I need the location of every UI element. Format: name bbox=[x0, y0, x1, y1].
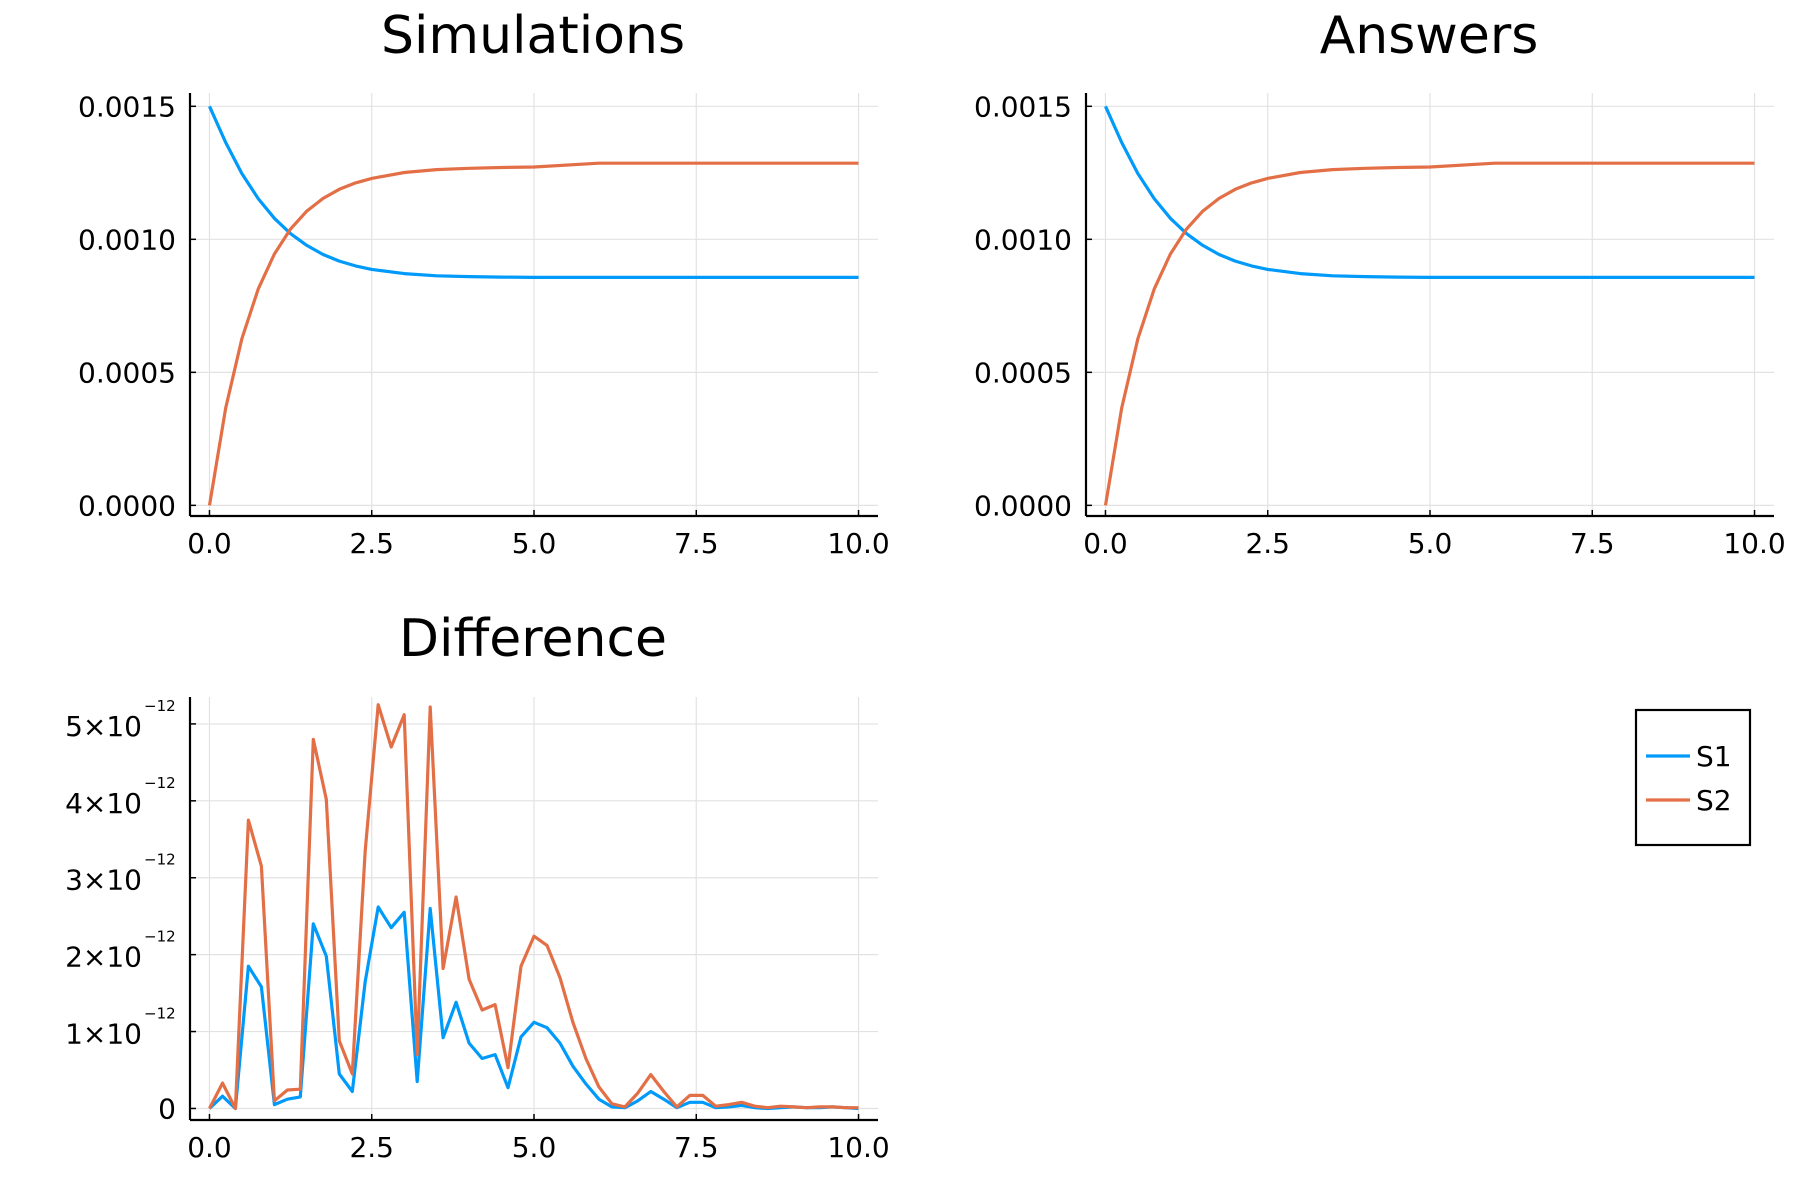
answers-y-tick-label: 0.0015 bbox=[974, 90, 1072, 123]
answers-x-tick-label: 7.5 bbox=[1570, 527, 1615, 560]
answers-series-s1-line bbox=[1104, 105, 1755, 279]
simulations-x-tick-label: 0.0 bbox=[187, 527, 232, 560]
simulations-series-s1-line bbox=[208, 105, 859, 279]
legend-label-s2: S2 bbox=[1696, 784, 1732, 817]
difference-x-tick-label: 2.5 bbox=[349, 1131, 394, 1164]
simulations-x-tick-label: 2.5 bbox=[349, 527, 394, 560]
answers-x-tick-label: 5.0 bbox=[1408, 527, 1453, 560]
simulations-grid bbox=[190, 93, 878, 516]
difference-x-tick-label: 10.0 bbox=[827, 1131, 889, 1164]
difference-y-tick-label: 0 bbox=[158, 1092, 176, 1125]
difference-y-tick-label: 2×10 bbox=[65, 941, 142, 974]
difference-y-tick-exponent: −12 bbox=[144, 1005, 176, 1023]
difference-y-tick-exponent: −12 bbox=[144, 928, 176, 946]
answers-panel: Answers 0.0 2.5 5.0 7.5 10.0 0.0000 0.0005 0.00… bbox=[974, 6, 1786, 560]
difference-y-tick-exponent: −12 bbox=[144, 774, 176, 792]
simulations-title: Simulations bbox=[381, 6, 685, 66]
simulations-y-tick-label: 0.0010 bbox=[78, 223, 176, 256]
simulations-panel: Simulations 0.0 2.5 5.0 7.5 10.0 0.0000 0.0005… bbox=[78, 6, 890, 560]
simulations-y-tick-label: 0.0015 bbox=[78, 90, 176, 123]
difference-x-tick-label: 0.0 bbox=[187, 1131, 232, 1164]
difference-series-s1-line bbox=[208, 905, 859, 1111]
difference-y-tick-label: 3×10 bbox=[65, 864, 142, 897]
simulations-series-s2-line bbox=[207, 161, 859, 506]
difference-panel: Difference 0.0 2.5 5.0 7.5 10.001×10−122×10−… bbox=[65, 609, 890, 1164]
simulations-x-tick-label: 5.0 bbox=[512, 527, 557, 560]
difference-y-tick-exponent: −12 bbox=[144, 851, 176, 869]
answers-series-s2-line bbox=[1103, 161, 1755, 506]
difference-series-s2-line bbox=[208, 703, 859, 1111]
difference-x-tick-label: 5.0 bbox=[512, 1131, 557, 1164]
difference-y-tick-exponent: −12 bbox=[144, 697, 176, 715]
difference-y-tick-label: 5×10 bbox=[65, 710, 142, 743]
legend-label-s1: S1 bbox=[1696, 740, 1732, 773]
answers-y-tick-label: 0.0000 bbox=[974, 489, 1072, 522]
difference-y-tick-label: 4×10 bbox=[65, 787, 142, 820]
difference-x-tick-label: 7.5 bbox=[674, 1131, 719, 1164]
difference-y-tick-label: 1×10 bbox=[65, 1018, 142, 1051]
difference-title: Difference bbox=[399, 609, 667, 669]
legend-box bbox=[1634, 708, 1752, 847]
simulations-y-tick-label: 0.0005 bbox=[78, 356, 176, 389]
answers-x-tick-label: 0.0 bbox=[1083, 527, 1128, 560]
simulations-x-tick-label: 7.5 bbox=[674, 527, 719, 560]
answers-y-tick-label: 0.0010 bbox=[974, 223, 1072, 256]
answers-title: Answers bbox=[1320, 6, 1539, 66]
simulations-x-tick-label: 10.0 bbox=[827, 527, 889, 560]
answers-x-tick-label: 10.0 bbox=[1723, 527, 1785, 560]
answers-y-tick-label: 0.0005 bbox=[974, 356, 1072, 389]
legend: S1 S2 bbox=[1634, 708, 1752, 847]
simulations-y-tick-label: 0.0000 bbox=[78, 489, 176, 522]
answers-x-tick-label: 2.5 bbox=[1245, 527, 1290, 560]
